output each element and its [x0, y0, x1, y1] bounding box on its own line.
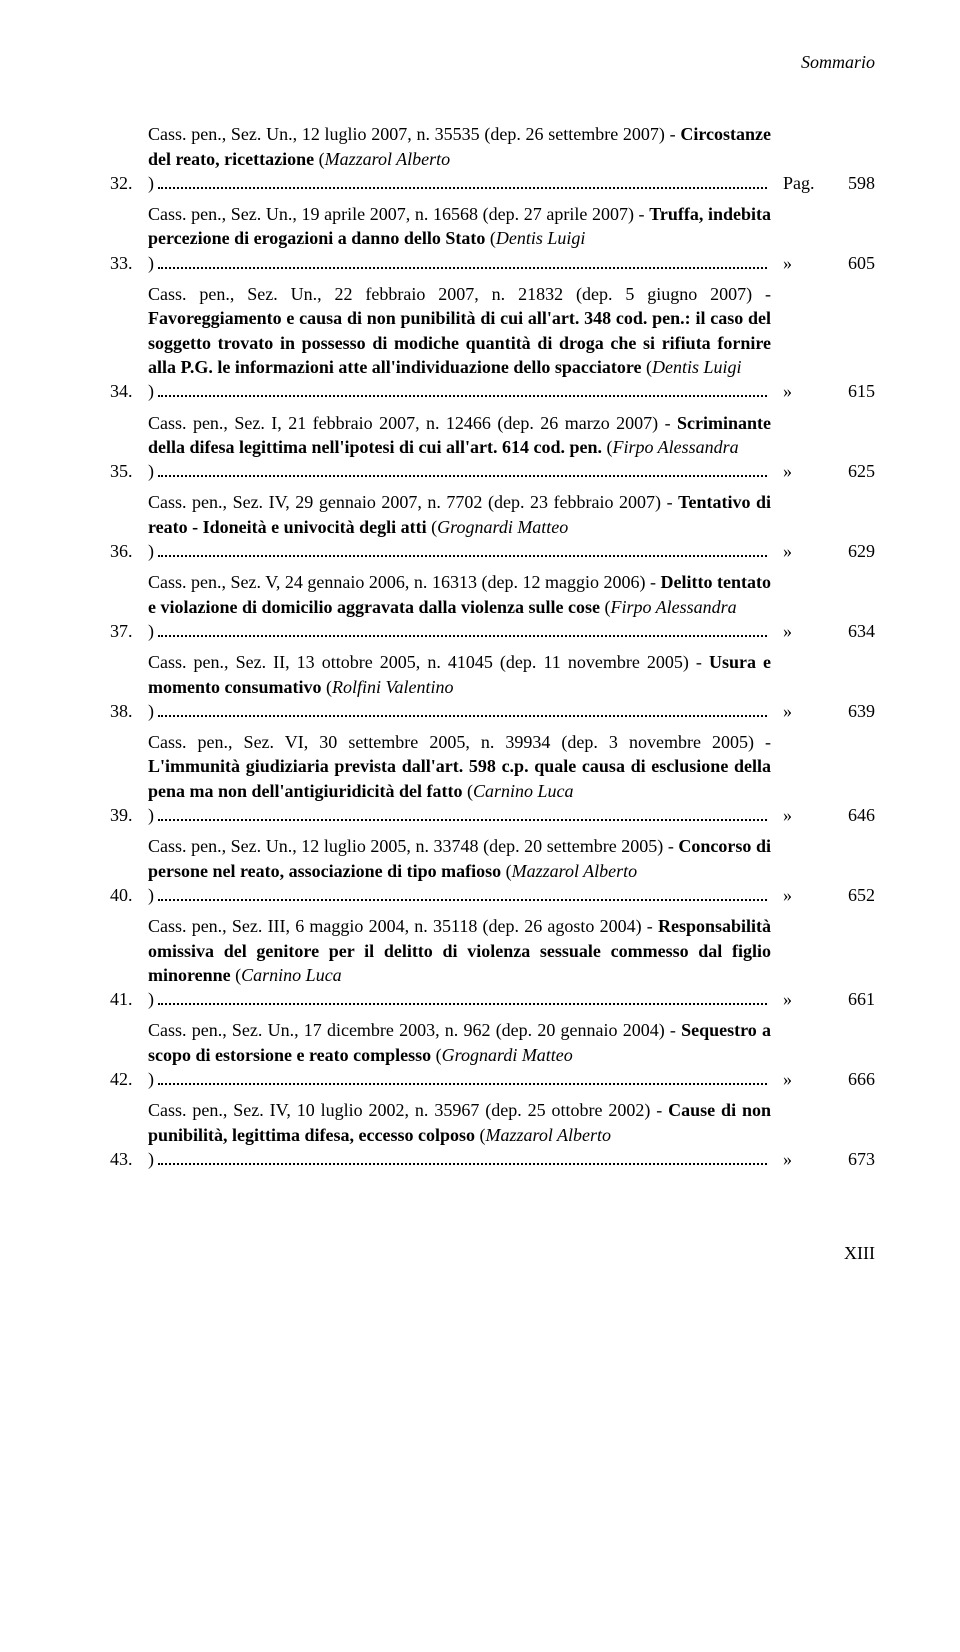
page-reference: »625 — [775, 459, 875, 483]
leader-dots — [158, 475, 767, 477]
entry-number: 41. — [110, 987, 148, 1011]
leader-dots — [158, 899, 767, 901]
toc-entry: 37.Cass. pen., Sez. V, 24 gennaio 2006, … — [110, 570, 875, 643]
entry-number: 39. — [110, 803, 148, 827]
leader-dots — [158, 1083, 767, 1085]
page-reference: »615 — [775, 379, 875, 403]
entry-number: 37. — [110, 619, 148, 643]
toc-entry: 35.Cass. pen., Sez. I, 21 febbraio 2007,… — [110, 411, 875, 484]
leader-dots — [158, 1003, 767, 1005]
leader-dots — [158, 555, 767, 557]
leader-dots — [158, 635, 767, 637]
toc-entry: 39.Cass. pen., Sez. VI, 30 settembre 200… — [110, 730, 875, 827]
toc-entry: 36.Cass. pen., Sez. IV, 29 gennaio 2007,… — [110, 490, 875, 563]
leader-dots — [158, 267, 767, 269]
entry-text: Cass. pen., Sez. III, 6 maggio 2004, n. … — [148, 914, 775, 1011]
page-reference: »673 — [775, 1147, 875, 1171]
entry-text: Cass. pen., Sez. V, 24 gennaio 2006, n. … — [148, 570, 775, 643]
entry-text: Cass. pen., Sez. Un., 19 aprile 2007, n.… — [148, 202, 775, 275]
toc-entries: 32.Cass. pen., Sez. Un., 12 luglio 2007,… — [110, 122, 875, 1171]
page-reference: »634 — [775, 619, 875, 643]
page-header: Sommario — [110, 50, 875, 74]
entry-number: 32. — [110, 171, 148, 195]
toc-entry: 38.Cass. pen., Sez. II, 13 ottobre 2005,… — [110, 650, 875, 723]
page-number: XIII — [110, 1241, 875, 1265]
entry-text: Cass. pen., Sez. I, 21 febbraio 2007, n.… — [148, 411, 775, 484]
entry-text: Cass. pen., Sez. IV, 10 luglio 2002, n. … — [148, 1098, 775, 1171]
entry-text: Cass. pen., Sez. VI, 30 settembre 2005, … — [148, 730, 775, 827]
page-reference: »661 — [775, 987, 875, 1011]
page-reference: »629 — [775, 539, 875, 563]
entry-number: 40. — [110, 883, 148, 907]
entry-text: Cass. pen., Sez. Un., 17 dicembre 2003, … — [148, 1018, 775, 1091]
toc-entry: 42.Cass. pen., Sez. Un., 17 dicembre 200… — [110, 1018, 875, 1091]
entry-text: Cass. pen., Sez. Un., 22 febbraio 2007, … — [148, 282, 775, 403]
toc-entry: 41.Cass. pen., Sez. III, 6 maggio 2004, … — [110, 914, 875, 1011]
page-reference: »639 — [775, 699, 875, 723]
toc-entry: 32.Cass. pen., Sez. Un., 12 luglio 2007,… — [110, 122, 875, 195]
entry-number: 34. — [110, 379, 148, 403]
entry-number: 43. — [110, 1147, 148, 1171]
entry-number: 33. — [110, 251, 148, 275]
page-reference: »605 — [775, 251, 875, 275]
entry-text: Cass. pen., Sez. Un., 12 luglio 2005, n.… — [148, 834, 775, 907]
leader-dots — [158, 715, 767, 717]
page-reference: »652 — [775, 883, 875, 907]
page-reference: Pag.598 — [775, 171, 875, 195]
entry-number: 42. — [110, 1067, 148, 1091]
entry-text: Cass. pen., Sez. Un., 12 luglio 2007, n.… — [148, 122, 775, 195]
leader-dots — [158, 187, 767, 189]
leader-dots — [158, 395, 767, 397]
toc-entry: 40.Cass. pen., Sez. Un., 12 luglio 2005,… — [110, 834, 875, 907]
toc-entry: 34.Cass. pen., Sez. Un., 22 febbraio 200… — [110, 282, 875, 403]
toc-entry: 43.Cass. pen., Sez. IV, 10 luglio 2002, … — [110, 1098, 875, 1171]
entry-text: Cass. pen., Sez. IV, 29 gennaio 2007, n.… — [148, 490, 775, 563]
entry-number: 36. — [110, 539, 148, 563]
entry-number: 38. — [110, 699, 148, 723]
entry-text: Cass. pen., Sez. II, 13 ottobre 2005, n.… — [148, 650, 775, 723]
page-reference: »666 — [775, 1067, 875, 1091]
toc-entry: 33.Cass. pen., Sez. Un., 19 aprile 2007,… — [110, 202, 875, 275]
page-reference: »646 — [775, 803, 875, 827]
leader-dots — [158, 1163, 767, 1165]
leader-dots — [158, 819, 767, 821]
entry-number: 35. — [110, 459, 148, 483]
